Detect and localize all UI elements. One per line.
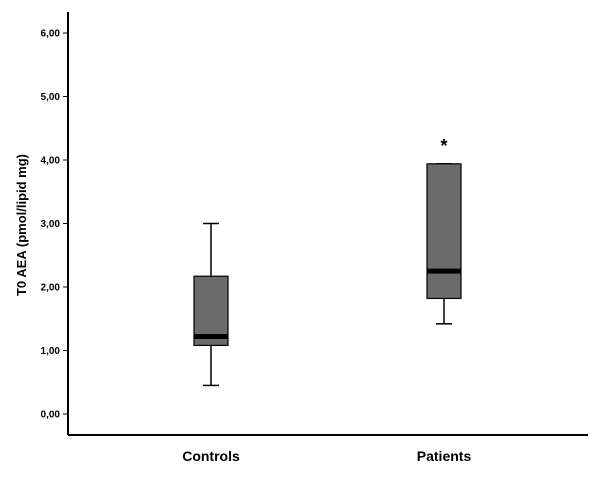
x-category-label: Controls	[182, 448, 240, 464]
y-tick-label: 4,00	[41, 156, 61, 167]
y-tick-label: 3,00	[41, 219, 61, 230]
y-axis: 0,00 1,00 2,00 3,00 4,00 5,00 6,00	[41, 12, 69, 435]
y-tick-label: 1,00	[41, 346, 61, 357]
iqr-box	[193, 275, 229, 347]
iqr-box	[426, 163, 462, 300]
box-series: *	[193, 136, 462, 387]
y-axis-title: T0 AEA (pmol/lipid mg)	[14, 154, 29, 296]
box-controls	[193, 222, 229, 387]
x-axis: Controls Patients	[68, 434, 588, 464]
y-tick-label: 5,00	[41, 92, 61, 103]
significance-marker: *	[440, 136, 447, 156]
x-category-label: Patients	[417, 448, 472, 464]
y-tick-label: 0,00	[41, 410, 61, 421]
box-patients: *	[426, 136, 462, 325]
y-tick-label: 6,00	[41, 29, 61, 40]
y-tick-label: 2,00	[41, 283, 61, 294]
